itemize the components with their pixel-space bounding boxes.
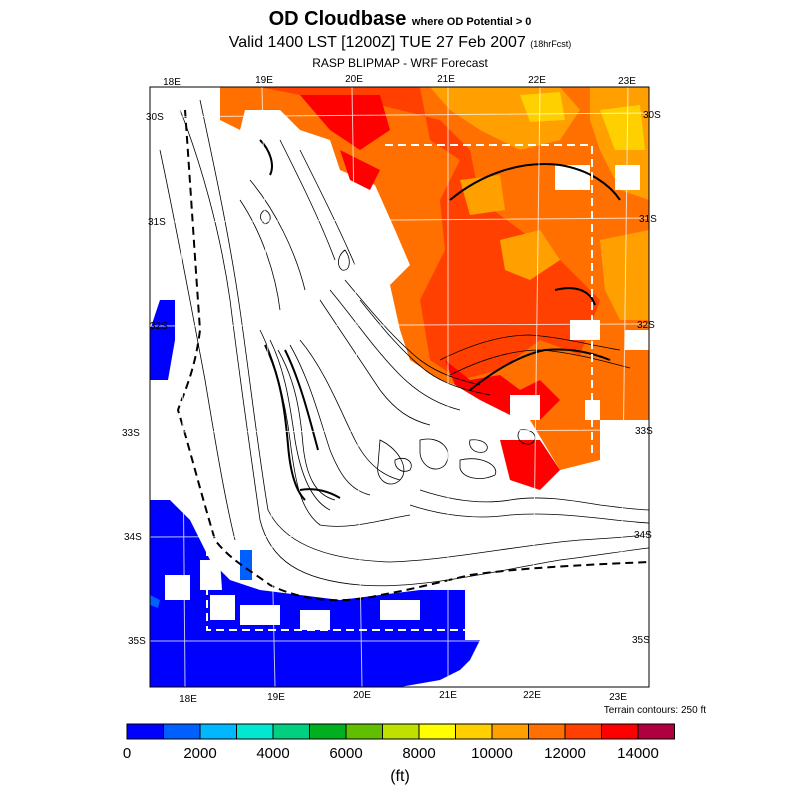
svg-text:20E: 20E xyxy=(353,690,371,701)
svg-text:33S: 33S xyxy=(635,426,653,437)
svg-text:18E: 18E xyxy=(163,77,181,88)
valid-time: Valid 1400 LST [1200Z] TUE 27 Feb 2007 (… xyxy=(228,34,572,51)
colorbar-swatch xyxy=(601,723,639,740)
colorbar-swatch xyxy=(272,723,310,740)
inner-domain-box xyxy=(206,144,593,631)
colorbar-units: (ft) xyxy=(390,768,410,785)
title-suffix: where OD Potential > 0 xyxy=(411,16,532,28)
colorbar-swatch xyxy=(163,723,201,740)
cloudbase-field-low xyxy=(150,300,480,687)
svg-text:20E: 20E xyxy=(345,74,363,85)
graticule xyxy=(150,87,649,687)
colorbar-swatch xyxy=(309,723,347,740)
svg-text:21E: 21E xyxy=(437,74,455,85)
terrain-contours xyxy=(159,99,649,587)
map-frame xyxy=(149,86,650,688)
lat-labels-right: 30S 31S 32S 33S 34S 35S xyxy=(632,110,661,646)
colorbar-tick-label: 6000 xyxy=(329,745,363,762)
svg-text:31S: 31S xyxy=(148,217,166,228)
svg-text:18E: 18E xyxy=(179,694,197,705)
colorbar-swatch xyxy=(382,723,420,740)
colorbar-tick-label: 14000 xyxy=(617,745,659,762)
colorbar xyxy=(126,723,675,740)
coastline xyxy=(176,109,649,602)
svg-text:34S: 34S xyxy=(634,530,652,541)
colorbar-swatch xyxy=(455,723,493,740)
colorbar-tick-label: 8000 xyxy=(402,745,436,762)
forecast-label: (18hrFcst) xyxy=(530,39,572,49)
terrain-contours-major xyxy=(259,139,621,501)
lat-labels-left: 30S 31S 32S 33S 34S 35S xyxy=(122,112,168,647)
lon-labels-bottom: 18E 19E 20E 21E 22E 23E xyxy=(179,690,627,705)
colorbar-tick-label: 4000 xyxy=(256,745,290,762)
svg-text:31S: 31S xyxy=(639,214,657,225)
svg-text:19E: 19E xyxy=(267,692,285,703)
colorbar-tick-label: 10000 xyxy=(471,745,513,762)
svg-text:22E: 22E xyxy=(523,690,541,701)
lon-labels-top: 18E 19E 20E 21E 22E 23E xyxy=(163,74,636,88)
colorbar-tick-label: 12000 xyxy=(544,745,586,762)
svg-text:30S: 30S xyxy=(146,112,164,123)
terrain-contours-note: Terrain contours: 250 ft xyxy=(603,705,706,716)
colorbar-swatch xyxy=(236,723,274,740)
svg-text:22E: 22E xyxy=(528,75,546,86)
svg-text:34S: 34S xyxy=(124,532,142,543)
cloudbase-field-high xyxy=(220,87,649,490)
svg-text:35S: 35S xyxy=(128,636,146,647)
svg-text:32S: 32S xyxy=(150,321,168,332)
colorbar-swatch xyxy=(564,723,602,740)
colorbar-swatch xyxy=(345,723,383,740)
svg-text:21E: 21E xyxy=(439,690,457,701)
svg-text:23E: 23E xyxy=(609,692,627,703)
colorbar-swatch xyxy=(418,723,456,740)
source-label: RASP BLIPMAP - WRF Forecast xyxy=(312,56,488,70)
svg-text:23E: 23E xyxy=(618,76,636,87)
map-title: OD Cloudbase where OD Potential > 0 xyxy=(268,8,532,30)
colorbar-swatch xyxy=(528,723,566,740)
colorbar-tick-label: 2000 xyxy=(183,745,217,762)
colorbar-swatch xyxy=(199,723,237,740)
svg-text:33S: 33S xyxy=(122,428,140,439)
colorbar-swatch xyxy=(126,723,164,740)
svg-text:19E: 19E xyxy=(255,75,273,86)
svg-text:32S: 32S xyxy=(637,320,655,331)
colorbar-tick-label: 0 xyxy=(122,745,132,762)
colorbar-swatch xyxy=(491,723,529,740)
svg-text:30S: 30S xyxy=(643,110,661,121)
svg-text:35S: 35S xyxy=(632,635,650,646)
colorbar-swatch xyxy=(637,723,675,740)
